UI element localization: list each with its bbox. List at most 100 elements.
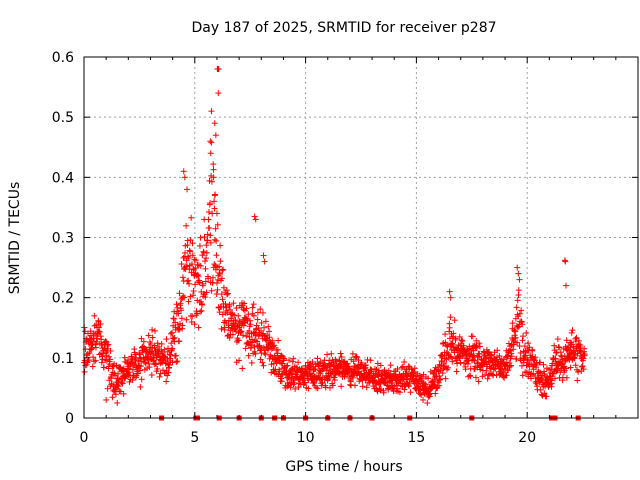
data-point bbox=[149, 326, 156, 333]
data-point bbox=[159, 350, 166, 357]
data-point bbox=[229, 331, 236, 338]
data-point bbox=[156, 373, 163, 380]
data-point bbox=[533, 364, 540, 371]
data-point bbox=[146, 344, 153, 351]
data-point bbox=[216, 271, 223, 278]
data-point bbox=[537, 369, 544, 376]
data-point bbox=[286, 357, 293, 364]
data-point bbox=[331, 377, 338, 384]
data-point bbox=[205, 275, 212, 282]
data-point bbox=[137, 355, 144, 362]
data-point bbox=[489, 371, 496, 378]
y-tick-label: 0.6 bbox=[52, 50, 74, 66]
data-point bbox=[403, 366, 410, 373]
data-point bbox=[581, 351, 588, 358]
data-point bbox=[444, 349, 451, 356]
data-point-peak bbox=[516, 276, 523, 283]
data-point bbox=[442, 331, 449, 338]
data-point bbox=[568, 329, 575, 336]
data-point bbox=[548, 380, 555, 387]
y-tick-label: 0.5 bbox=[52, 110, 74, 126]
data-point bbox=[513, 304, 520, 311]
data-point-peak bbox=[261, 258, 268, 265]
data-point bbox=[436, 372, 443, 379]
data-point bbox=[405, 383, 412, 390]
data-point bbox=[187, 293, 194, 300]
data-point bbox=[525, 340, 532, 347]
x-tick-label: 10 bbox=[297, 430, 315, 446]
data-point bbox=[129, 355, 136, 362]
data-point bbox=[450, 330, 457, 337]
data-point bbox=[387, 362, 394, 369]
data-point bbox=[138, 376, 145, 383]
data-point bbox=[197, 308, 204, 315]
data-point bbox=[508, 362, 515, 369]
data-point bbox=[185, 277, 192, 284]
data-point bbox=[102, 338, 109, 345]
data-point bbox=[447, 353, 454, 360]
data-point bbox=[532, 354, 539, 361]
data-point bbox=[550, 370, 557, 377]
data-point bbox=[284, 362, 291, 369]
data-point bbox=[572, 362, 579, 369]
data-point bbox=[216, 309, 223, 316]
data-point bbox=[479, 373, 486, 380]
data-point bbox=[166, 362, 173, 369]
data-point bbox=[464, 360, 471, 367]
data-point bbox=[516, 310, 523, 317]
data-point bbox=[148, 371, 155, 378]
data-point bbox=[158, 340, 165, 347]
data-point bbox=[92, 344, 99, 351]
data-point bbox=[245, 352, 252, 359]
data-point bbox=[145, 332, 152, 339]
data-point bbox=[524, 356, 531, 363]
data-point bbox=[345, 363, 352, 370]
data-point bbox=[140, 338, 147, 345]
data-point bbox=[103, 357, 110, 364]
data-point bbox=[181, 294, 188, 301]
data-point bbox=[137, 383, 144, 390]
data-point bbox=[220, 266, 227, 273]
data-point bbox=[254, 309, 261, 316]
data-point bbox=[476, 350, 483, 357]
data-point bbox=[533, 360, 540, 367]
data-point bbox=[292, 385, 299, 392]
data-point-peak bbox=[251, 213, 258, 220]
y-tick-label: 0.3 bbox=[52, 231, 74, 247]
data-point bbox=[473, 345, 480, 352]
data-point bbox=[314, 355, 321, 362]
data-point bbox=[337, 350, 344, 357]
data-point bbox=[521, 353, 528, 360]
data-point bbox=[153, 361, 160, 368]
data-point bbox=[359, 377, 366, 384]
y-tick-label: 0 bbox=[65, 411, 74, 427]
data-point bbox=[344, 370, 351, 377]
data-point-peak bbox=[210, 174, 217, 181]
data-point bbox=[581, 345, 588, 352]
data-point bbox=[249, 336, 256, 343]
data-point bbox=[185, 298, 192, 305]
data-point bbox=[242, 345, 249, 352]
data-point bbox=[224, 290, 231, 297]
data-point bbox=[210, 166, 217, 173]
data-point bbox=[537, 359, 544, 366]
data-point bbox=[118, 379, 125, 386]
data-point bbox=[149, 334, 156, 341]
data-point bbox=[270, 343, 277, 350]
data-point bbox=[163, 378, 170, 385]
data-point bbox=[184, 237, 191, 244]
data-point bbox=[211, 261, 218, 268]
data-point bbox=[329, 382, 336, 389]
data-point bbox=[521, 343, 528, 350]
data-point bbox=[367, 357, 374, 364]
data-point bbox=[203, 255, 210, 262]
data-point bbox=[524, 357, 531, 364]
data-point bbox=[309, 359, 316, 366]
data-point-peak bbox=[207, 138, 214, 145]
data-point bbox=[432, 390, 439, 397]
data-point bbox=[508, 353, 515, 360]
data-point bbox=[462, 366, 469, 373]
data-point bbox=[351, 382, 358, 389]
data-point bbox=[394, 366, 401, 373]
